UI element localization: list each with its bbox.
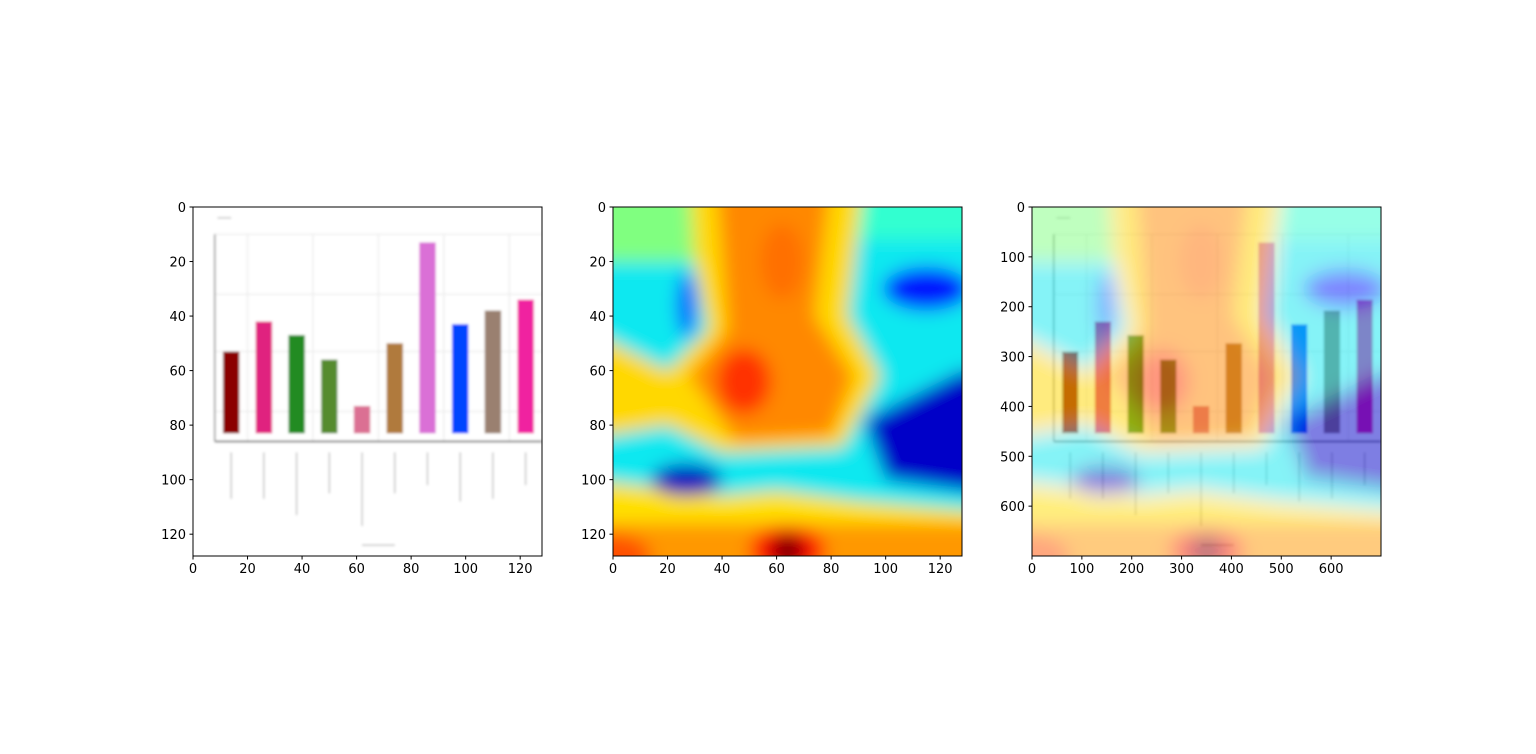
y-tick-label: 20 [589,256,606,271]
overlay-panel [994,180,1414,589]
x-tick-label: 100 [1069,562,1094,577]
y-tick-label: 100 [1000,251,1025,266]
x-tick-label: 60 [348,562,365,577]
axes-frame [612,206,963,557]
x-tick-label: 60 [768,562,785,577]
y-tick-label: 80 [589,419,606,434]
x-tick-label: 0 [189,562,197,577]
x-tick-label: 300 [1169,562,1194,577]
x-tick-label: 600 [1319,562,1344,577]
y-tick-label: 0 [178,201,186,216]
y-tick-label: 400 [1000,400,1025,415]
x-tick-label: 40 [294,562,311,577]
y-tick-label: 100 [581,474,606,489]
x-tick-label: 100 [453,562,478,577]
x-tick-label: 500 [1269,562,1294,577]
x-tick-label: 0 [1028,562,1036,577]
x-tick-label: 100 [873,562,898,577]
y-tick-label: 60 [169,365,186,380]
y-tick-label: 40 [589,310,606,325]
y-tick-label: 200 [1000,301,1025,316]
x-tick-label: 40 [714,562,731,577]
x-tick-label: 200 [1119,562,1144,577]
y-tick-label: 20 [169,256,186,271]
axes-frame [1031,206,1382,557]
heatmap-panel [575,180,995,589]
y-tick-label: 300 [1000,351,1025,366]
x-tick-label: 20 [239,562,256,577]
y-tick-label: 0 [598,201,606,216]
x-tick-label: 120 [508,562,533,577]
y-tick-label: 600 [1000,500,1025,515]
y-tick-label: 120 [581,528,606,543]
x-tick-label: 120 [928,562,953,577]
y-tick-label: 0 [1017,201,1025,216]
x-tick-label: 400 [1219,562,1244,577]
y-tick-label: 60 [589,365,606,380]
x-tick-label: 80 [403,562,420,577]
y-tick-label: 500 [1000,450,1025,465]
x-tick-label: 0 [609,562,617,577]
axes-frame [192,206,543,557]
y-tick-label: 40 [169,310,186,325]
y-tick-label: 80 [169,419,186,434]
x-tick-label: 80 [823,562,840,577]
x-tick-label: 20 [659,562,676,577]
image-panel [193,207,542,556]
y-tick-label: 120 [161,528,186,543]
y-tick-label: 100 [161,474,186,489]
